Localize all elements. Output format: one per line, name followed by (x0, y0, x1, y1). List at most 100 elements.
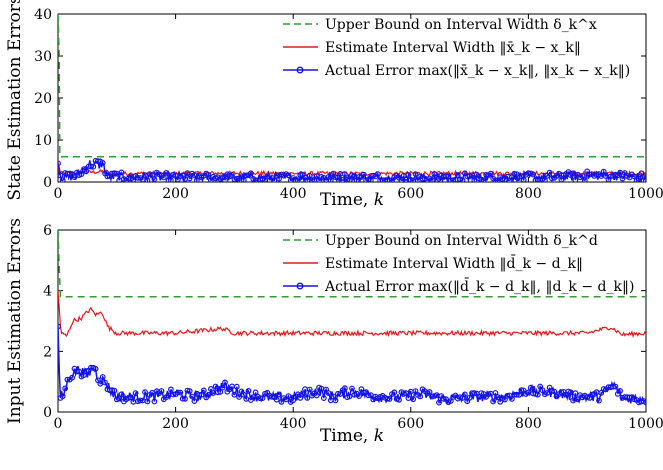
data-marker (600, 386, 607, 392)
x-tick-label: 1000 (628, 186, 663, 202)
legend-label: Upper Bound on Interval Width δ_k^x (325, 17, 597, 33)
data-marker (462, 391, 468, 398)
data-marker (349, 385, 355, 392)
data-marker (177, 389, 184, 396)
data-marker (175, 389, 181, 396)
legend-item: Actual Error max(‖x̄_k − x_k‖, ‖x_k − x_… (283, 63, 630, 79)
series-line (58, 326, 646, 405)
data-marker (304, 395, 311, 401)
data-marker (412, 171, 419, 178)
data-marker (332, 397, 339, 404)
y-tick-label: 10 (34, 133, 52, 149)
data-marker (306, 172, 313, 179)
data-marker (163, 169, 170, 176)
x-tick-label: 0 (54, 416, 63, 432)
data-marker (259, 395, 266, 402)
y-tick-label: 0 (43, 175, 52, 191)
data-marker (619, 175, 626, 182)
data-marker (342, 171, 348, 178)
data-marker (518, 387, 525, 394)
data-marker (520, 176, 527, 182)
x-tick-label: 0 (54, 186, 63, 202)
data-marker (247, 170, 254, 177)
data-marker (285, 393, 292, 400)
data-marker (198, 391, 205, 398)
data-marker (182, 395, 188, 402)
x-tick-label: 200 (162, 416, 189, 432)
data-marker (193, 177, 200, 182)
data-marker (271, 177, 278, 182)
data-marker (102, 379, 108, 386)
data-marker (59, 393, 66, 400)
data-marker (186, 388, 193, 394)
data-marker (426, 389, 433, 395)
data-marker (290, 397, 297, 404)
data-marker (92, 365, 99, 372)
legend-item: Upper Bound on Interval Width δ_k^d (283, 233, 598, 249)
data-marker (200, 387, 207, 394)
data-marker (581, 177, 588, 182)
data-marker (487, 170, 494, 177)
data-marker (539, 387, 546, 394)
data-marker (332, 174, 339, 181)
data-marker (513, 171, 520, 178)
data-marker (375, 171, 381, 178)
y-axis-label: State Estimation Errors (5, 0, 25, 201)
data-marker (269, 394, 275, 400)
data-marker (295, 177, 301, 182)
legend-item: Estimate Interval Width ‖x̄_k − x_k‖ (283, 40, 581, 56)
data-marker (490, 398, 497, 405)
data-marker (574, 396, 581, 403)
legend-label: Actual Error max(‖x̄_k − x_k‖, ‖x_k − x_… (324, 63, 630, 79)
data-marker (90, 163, 97, 170)
series-estimate (58, 290, 646, 339)
data-marker (405, 172, 412, 178)
data-marker (342, 385, 348, 392)
data-marker (219, 384, 226, 391)
data-marker (436, 399, 442, 406)
data-marker (205, 391, 212, 398)
data-marker (356, 393, 363, 400)
legend-item: Estimate Interval Width ‖d̄_k − d_k‖ (283, 254, 583, 272)
data-marker (243, 172, 250, 179)
data-marker (196, 391, 203, 398)
data-marker (471, 177, 478, 182)
data-marker (313, 392, 320, 399)
series-line (58, 14, 646, 158)
state-errors-plot: 0 200 400 600 800 1000 0 10 20 30 40 Time, k State E… (5, 0, 663, 210)
data-marker (360, 389, 367, 396)
data-marker (610, 383, 616, 390)
data-marker (292, 177, 299, 182)
data-marker (168, 177, 174, 182)
plot-frame (57, 229, 647, 413)
data-marker (58, 323, 61, 330)
data-marker (459, 177, 466, 182)
data-marker (440, 396, 447, 402)
data-marker (534, 391, 541, 398)
data-marker (356, 173, 363, 180)
data-marker (299, 391, 306, 398)
data-marker (87, 163, 94, 170)
data-marker (189, 393, 196, 400)
data-marker (306, 386, 313, 393)
series-actual (58, 323, 646, 406)
data-marker (367, 177, 374, 182)
data-marker (144, 398, 151, 405)
data-marker (410, 396, 417, 403)
data-marker (327, 177, 334, 182)
data-marker (365, 392, 372, 399)
data-marker (151, 398, 158, 405)
data-marker (551, 388, 558, 395)
data-marker (546, 169, 553, 176)
x-tick-label: 800 (515, 416, 542, 432)
series-upper (58, 230, 646, 298)
data-marker (118, 169, 125, 176)
data-marker (240, 177, 247, 182)
data-marker (132, 390, 139, 397)
data-marker (179, 395, 186, 402)
data-marker (59, 177, 66, 182)
series-actual (58, 157, 646, 182)
data-marker (276, 175, 283, 182)
data-marker (617, 388, 623, 394)
